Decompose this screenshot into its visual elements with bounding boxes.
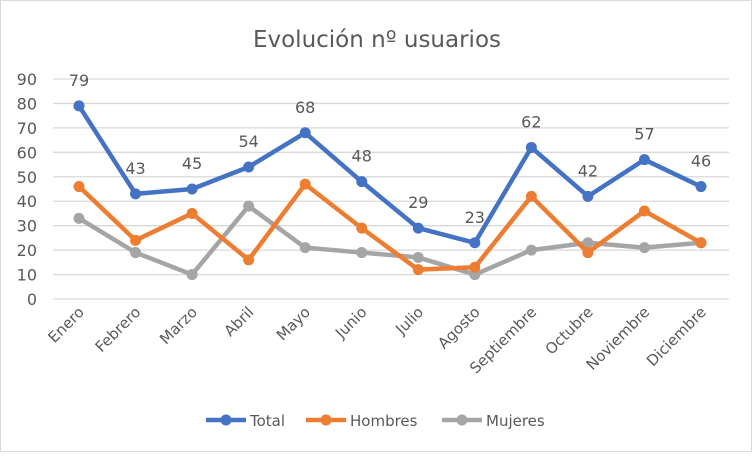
data-point [525, 141, 537, 153]
data-label: 42 [578, 161, 598, 180]
data-point [412, 222, 424, 234]
data-point [130, 188, 142, 200]
data-point [695, 237, 707, 249]
y-tick-label: 90 [17, 70, 37, 89]
data-point [130, 234, 142, 246]
data-point [582, 190, 594, 202]
data-point [73, 100, 85, 112]
legend-label: Hombres [350, 412, 418, 430]
legend-label: Mujeres [486, 412, 545, 430]
data-point [243, 254, 255, 266]
data-point [412, 251, 424, 263]
x-tick-label: Junio [331, 303, 370, 342]
legend-marker [456, 414, 468, 426]
data-label: 68 [295, 98, 315, 117]
legend-marker [320, 414, 332, 426]
data-point [299, 242, 311, 254]
data-point [186, 269, 198, 281]
series-total [73, 100, 707, 249]
series-hombres [73, 178, 707, 276]
legend-item-hombres: Hombres [306, 412, 418, 430]
data-point [73, 212, 85, 224]
x-tick-label: Julio [391, 303, 427, 339]
x-tick-label: Enero [45, 303, 88, 346]
series-mujeres [73, 200, 707, 281]
data-point [525, 190, 537, 202]
data-point [186, 183, 198, 195]
x-tick-label: Diciembre [643, 303, 710, 370]
data-point [638, 205, 650, 217]
data-point [582, 237, 594, 249]
data-point [695, 181, 707, 193]
y-tick-label: 80 [17, 94, 37, 113]
y-tick-label: 40 [17, 192, 37, 211]
data-point [73, 181, 85, 193]
y-tick-label: 60 [17, 143, 37, 162]
series-line [77, 104, 702, 246]
data-label: 54 [238, 132, 258, 151]
data-point [638, 242, 650, 254]
data-label: 62 [521, 112, 541, 131]
data-point [299, 127, 311, 139]
y-tick-label: 30 [17, 217, 37, 236]
y-tick-label: 70 [17, 119, 37, 138]
data-label: 46 [691, 152, 711, 171]
legend-marker [220, 414, 232, 426]
data-label: 48 [352, 147, 372, 166]
x-tick-label: Abril [220, 303, 257, 340]
data-point [525, 244, 537, 256]
x-tick-label: Marzo [156, 303, 201, 348]
data-point [243, 161, 255, 173]
data-point [582, 247, 594, 259]
y-tick-label: 50 [17, 168, 37, 187]
data-label: 79 [69, 71, 89, 90]
y-tick-label: 20 [17, 241, 37, 260]
x-tick-label: Agosto [434, 303, 483, 352]
chart-title: Evolución nº usuarios [253, 27, 501, 53]
data-point [638, 154, 650, 166]
data-point [186, 207, 198, 219]
data-point [356, 247, 368, 259]
data-label: 45 [182, 154, 202, 173]
x-tick-label: Febrero [92, 303, 145, 356]
data-label: 57 [634, 125, 654, 144]
data-point [469, 237, 481, 249]
x-tick-label: Octubre [542, 303, 597, 358]
x-tick-label: Mayo [273, 303, 314, 344]
data-point [299, 178, 311, 190]
y-tick-label: 10 [17, 266, 37, 285]
legend-label: Total [249, 412, 285, 430]
data-point [356, 176, 368, 188]
legend-item-mujeres: Mujeres [442, 412, 545, 430]
data-point [356, 222, 368, 234]
data-label: 23 [465, 208, 485, 227]
data-label: 29 [408, 193, 428, 212]
data-point [469, 261, 481, 273]
data-label: 43 [125, 159, 145, 178]
series-line [77, 181, 703, 272]
y-tick-label: 0 [27, 290, 37, 309]
legend-item-total: Total [206, 412, 285, 430]
data-point [130, 247, 142, 259]
data-point [243, 200, 255, 212]
data-point [412, 264, 424, 276]
